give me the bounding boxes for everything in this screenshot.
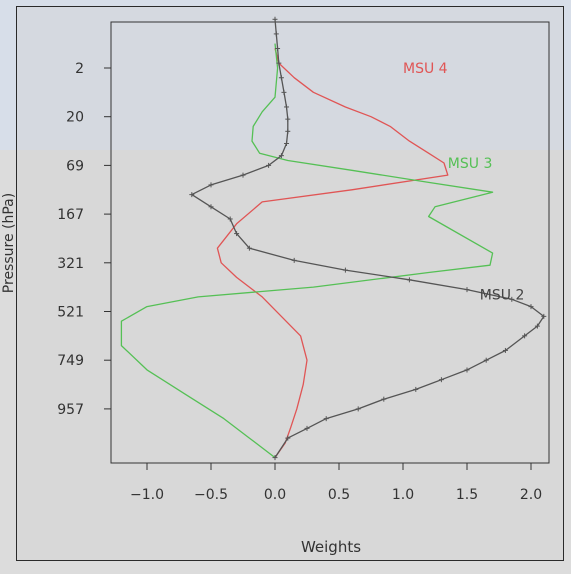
x-tick-label: −0.5	[194, 487, 228, 503]
y-tick-label: 521	[57, 305, 84, 321]
y-tick-label: 957	[57, 402, 84, 418]
series-line	[216, 48, 449, 458]
annotations: MSU 4 MSU 3 MSU 2	[403, 61, 524, 303]
y-tick-label: 167	[57, 207, 84, 223]
data-point	[276, 60, 282, 66]
data-point	[342, 267, 348, 273]
data-point	[266, 162, 272, 168]
x-tick-label: 0.0	[264, 487, 286, 503]
data-point	[284, 104, 290, 110]
series-msu-4	[216, 48, 449, 458]
data-point	[534, 323, 540, 329]
data-point	[278, 153, 284, 159]
data-point	[208, 204, 214, 210]
data-point	[502, 347, 508, 353]
plot-border	[110, 21, 550, 464]
y-tick-label: 20	[66, 110, 84, 126]
data-point	[464, 367, 470, 373]
data-point	[272, 16, 278, 22]
data-point	[285, 116, 291, 122]
x-tick-label: 2.0	[520, 487, 542, 503]
data-point	[278, 75, 284, 81]
background-bottom-band	[0, 150, 571, 574]
x-tick-label: −1.0	[130, 487, 164, 503]
annotation-msu-3: MSU 3	[448, 156, 493, 172]
x-tick-label: 0.5	[328, 487, 350, 503]
data-point	[381, 396, 387, 402]
background-top-band	[0, 0, 571, 150]
data-point	[406, 277, 412, 283]
data-point	[285, 128, 291, 134]
y-axis-label: Pressure (hPa)	[1, 193, 17, 293]
y-tick-label: 69	[66, 158, 84, 174]
series-line	[120, 43, 494, 459]
data-point	[355, 406, 361, 412]
series-msu-3	[120, 43, 494, 459]
data-point	[438, 377, 444, 383]
annotation-msu-4: MSU 4	[403, 61, 448, 77]
data-point	[528, 304, 534, 310]
y-tick-label: 749	[57, 353, 84, 369]
data-point	[483, 357, 489, 363]
data-point	[464, 287, 470, 293]
data-point	[285, 435, 291, 441]
x-axis: −1.0 −0.5 0.0 0.5 1.0 1.5 2.0	[130, 463, 542, 503]
x-tick-label: 1.5	[456, 487, 478, 503]
data-point	[189, 192, 195, 198]
data-point	[323, 416, 329, 422]
data-point	[304, 425, 310, 431]
y-tick-label: 2	[75, 61, 84, 77]
data-point	[240, 172, 246, 178]
data-point	[291, 257, 297, 263]
x-tick-label: 1.0	[392, 487, 414, 503]
series-msu-2	[189, 16, 547, 461]
annotation-msu-2: MSU 2	[480, 287, 525, 303]
data-point	[541, 313, 547, 319]
plot-area	[110, 21, 550, 464]
data-point	[227, 216, 233, 222]
data-point	[281, 89, 287, 95]
data-point	[234, 231, 240, 237]
data-point	[413, 386, 419, 392]
data-point	[272, 455, 278, 461]
y-tick-label: 321	[57, 256, 84, 272]
y-axis: 2 20 69 167 321 521 749 957	[57, 61, 111, 418]
data-point	[284, 140, 290, 146]
data-point	[522, 333, 528, 339]
series-layer	[120, 16, 547, 461]
data-point	[246, 245, 252, 251]
data-point	[273, 31, 279, 37]
figure-frame	[16, 6, 564, 561]
data-point	[509, 296, 515, 302]
data-point	[208, 182, 214, 188]
data-point	[275, 46, 281, 52]
x-axis-label: Weights	[301, 538, 361, 556]
series-line	[191, 19, 545, 458]
